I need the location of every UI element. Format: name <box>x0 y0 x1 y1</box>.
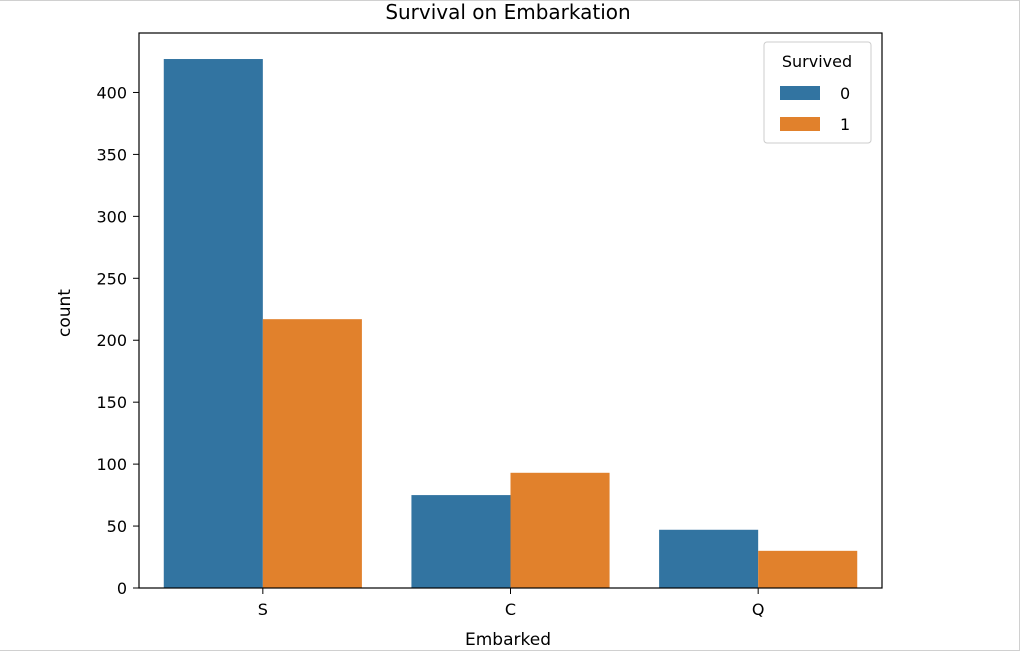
y-tick-label: 200 <box>96 331 127 350</box>
y-axis-label: count <box>55 289 75 337</box>
chart-title: Survival on Embarkation <box>385 1 630 24</box>
x-tick-label: C <box>505 600 516 619</box>
y-tick-label: 350 <box>96 145 127 164</box>
legend: Survived 0 1 <box>763 41 872 144</box>
legend-swatch-0 <box>780 86 820 100</box>
bar-S-survived-0 <box>163 59 263 588</box>
legend-label-1: 1 <box>840 115 850 134</box>
bars-group <box>163 59 858 588</box>
x-tick-label: Q <box>752 600 765 619</box>
y-tick-label: 400 <box>96 83 127 102</box>
bar-C-survived-1 <box>510 472 610 588</box>
y-tick-label: 150 <box>96 393 127 412</box>
y-tick-label: 50 <box>107 517 127 536</box>
y-tick-label: 300 <box>96 207 127 226</box>
legend-title: Survived <box>782 52 852 71</box>
x-tick-label: S <box>258 600 268 619</box>
y-tick-label: 250 <box>96 269 127 288</box>
legend-swatch-1 <box>780 117 820 131</box>
y-axis-ticks: 0 50 100 150 200 250 300 350 400 <box>96 83 139 598</box>
bar-Q-survived-1 <box>758 550 858 588</box>
bar-S-survived-1 <box>262 319 362 588</box>
bar-C-survived-0 <box>411 495 511 588</box>
legend-label-0: 0 <box>840 84 850 103</box>
y-tick-label: 0 <box>117 579 127 598</box>
x-axis-label: Embarked <box>465 630 551 650</box>
y-tick-label: 100 <box>96 455 127 474</box>
bar-Q-survived-0 <box>659 529 759 588</box>
